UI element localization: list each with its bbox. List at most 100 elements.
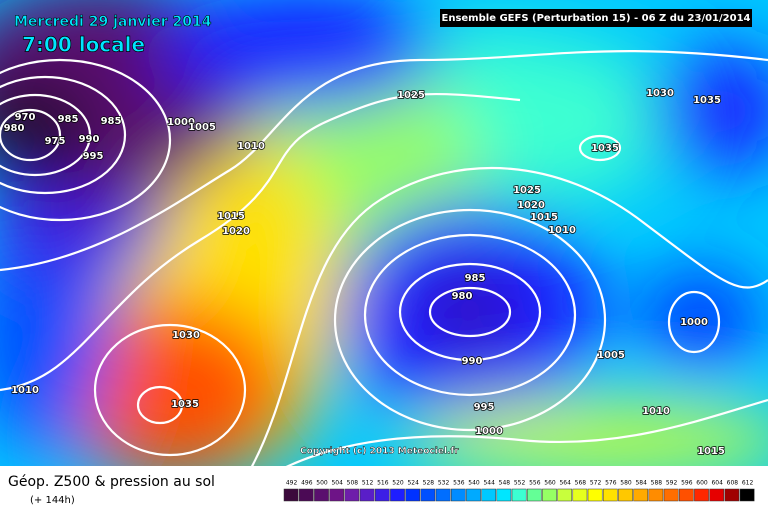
map-background [0,0,768,466]
isobar-label: 1020 [222,226,250,237]
legend-swatch [511,488,527,502]
legend-swatch [602,488,618,502]
legend-label: 612 [742,480,754,487]
isobar-label: 1000 [680,317,708,328]
legend-swatch [435,488,451,502]
isobar-label: 1010 [548,225,576,236]
legend-label: 600 [696,480,708,487]
legend-label: 496 [301,480,313,487]
map-time: 7:00 locale [22,33,145,57]
legend-swatch [663,488,679,502]
legend-label: 532 [438,480,450,487]
isobar-label: 980 [452,291,473,302]
legend-swatch [678,488,694,502]
legend-swatch [526,488,542,502]
legend-label: 608 [727,480,739,487]
isobar-label: 985 [58,114,79,125]
legend-label: 492 [286,480,298,487]
legend-swatch [587,488,603,502]
isobar-label: 1005 [188,122,216,133]
isobar-label: 990 [79,134,100,145]
legend-swatch [374,488,390,502]
legend-swatch [496,488,512,502]
legend-swatch [694,488,709,502]
legend-label: 572 [590,480,602,487]
isobar-label: 1000 [475,426,503,437]
isobar-label: 970 [15,112,36,123]
legend-swatch [648,488,664,502]
legend-label: 516 [377,480,389,487]
legend-swatch [572,488,588,502]
legend-swatch [466,488,481,502]
isobar-label: 1030 [646,88,674,99]
legend-swatch [344,488,360,502]
isobar-label: 1000 [167,117,195,128]
isobar-label: 995 [83,151,104,162]
isobar-label: 1010 [237,141,265,152]
footer-subtitle: (+ 144h) [30,495,75,506]
legend-label: 552 [514,480,526,487]
isobar-label: 1015 [697,446,725,457]
legend-label: 536 [453,480,465,487]
legend-label: 524 [407,480,419,487]
legend-swatch [359,488,375,502]
legend-label: 580 [620,480,632,487]
legend-label: 540 [468,480,480,487]
legend-label: 596 [681,480,693,487]
legend-label: 512 [362,480,374,487]
legend-label: 592 [666,480,678,487]
legend-label: 548 [499,480,511,487]
legend-label: 564 [559,480,571,487]
copyright: Copyright (c) 2013 Meteociel.fr [300,447,459,457]
legend-swatch [557,488,573,502]
legend-swatch [450,488,466,502]
isobar-label: 995 [474,402,495,413]
isobar-label: 985 [465,273,486,284]
isobar-label: 1030 [172,330,200,341]
legend-swatch [739,488,755,502]
legend-label: 584 [635,480,647,487]
isobar-label: 990 [462,356,483,367]
isobar-label: 1010 [11,385,39,396]
legend-label: 568 [575,480,587,487]
legend-label: 556 [529,480,541,487]
isobar-label: 1010 [642,406,670,417]
legend-swatch [298,488,314,502]
isobar-label: 1015 [530,212,558,223]
model-label: Ensemble GEFS (Perturbation 15) - 06 Z d… [442,13,751,24]
legend-swatch [390,488,405,502]
isobar-label: 1015 [217,211,245,222]
legend-label: 520 [392,480,404,487]
isobar-label: 1035 [171,399,199,410]
legend-swatch [618,488,633,502]
footer-title: Géop. Z500 & pression au sol [8,474,215,490]
legend-label: 604 [711,480,723,487]
isobar-label: 980 [4,123,25,134]
legend-swatch [709,488,725,502]
legend-label: 528 [423,480,435,487]
legend-label: 504 [331,480,343,487]
isobar-label: 1020 [517,200,545,211]
isobar-label: 1035 [591,143,619,154]
legend-label: 560 [544,480,556,487]
isobar-label: 1025 [397,90,425,101]
legend-swatch [420,488,436,502]
legend-label: 500 [316,480,328,487]
legend-label: 576 [605,480,617,487]
isobar-label: 1005 [597,350,625,361]
legend-swatch [283,488,299,502]
legend-swatch [542,488,557,502]
legend-swatch [405,488,421,502]
isobar-label: 985 [101,116,122,127]
map-date: Mercredi 29 janvier 2014 [14,14,212,30]
legend-label: 508 [347,480,359,487]
legend-label: 544 [483,480,495,487]
legend-swatch [481,488,497,502]
legend-label: 588 [651,480,663,487]
model-box [440,9,752,27]
legend-swatch [314,488,329,502]
legend-swatch [633,488,649,502]
isobar-label: 1025 [513,185,541,196]
